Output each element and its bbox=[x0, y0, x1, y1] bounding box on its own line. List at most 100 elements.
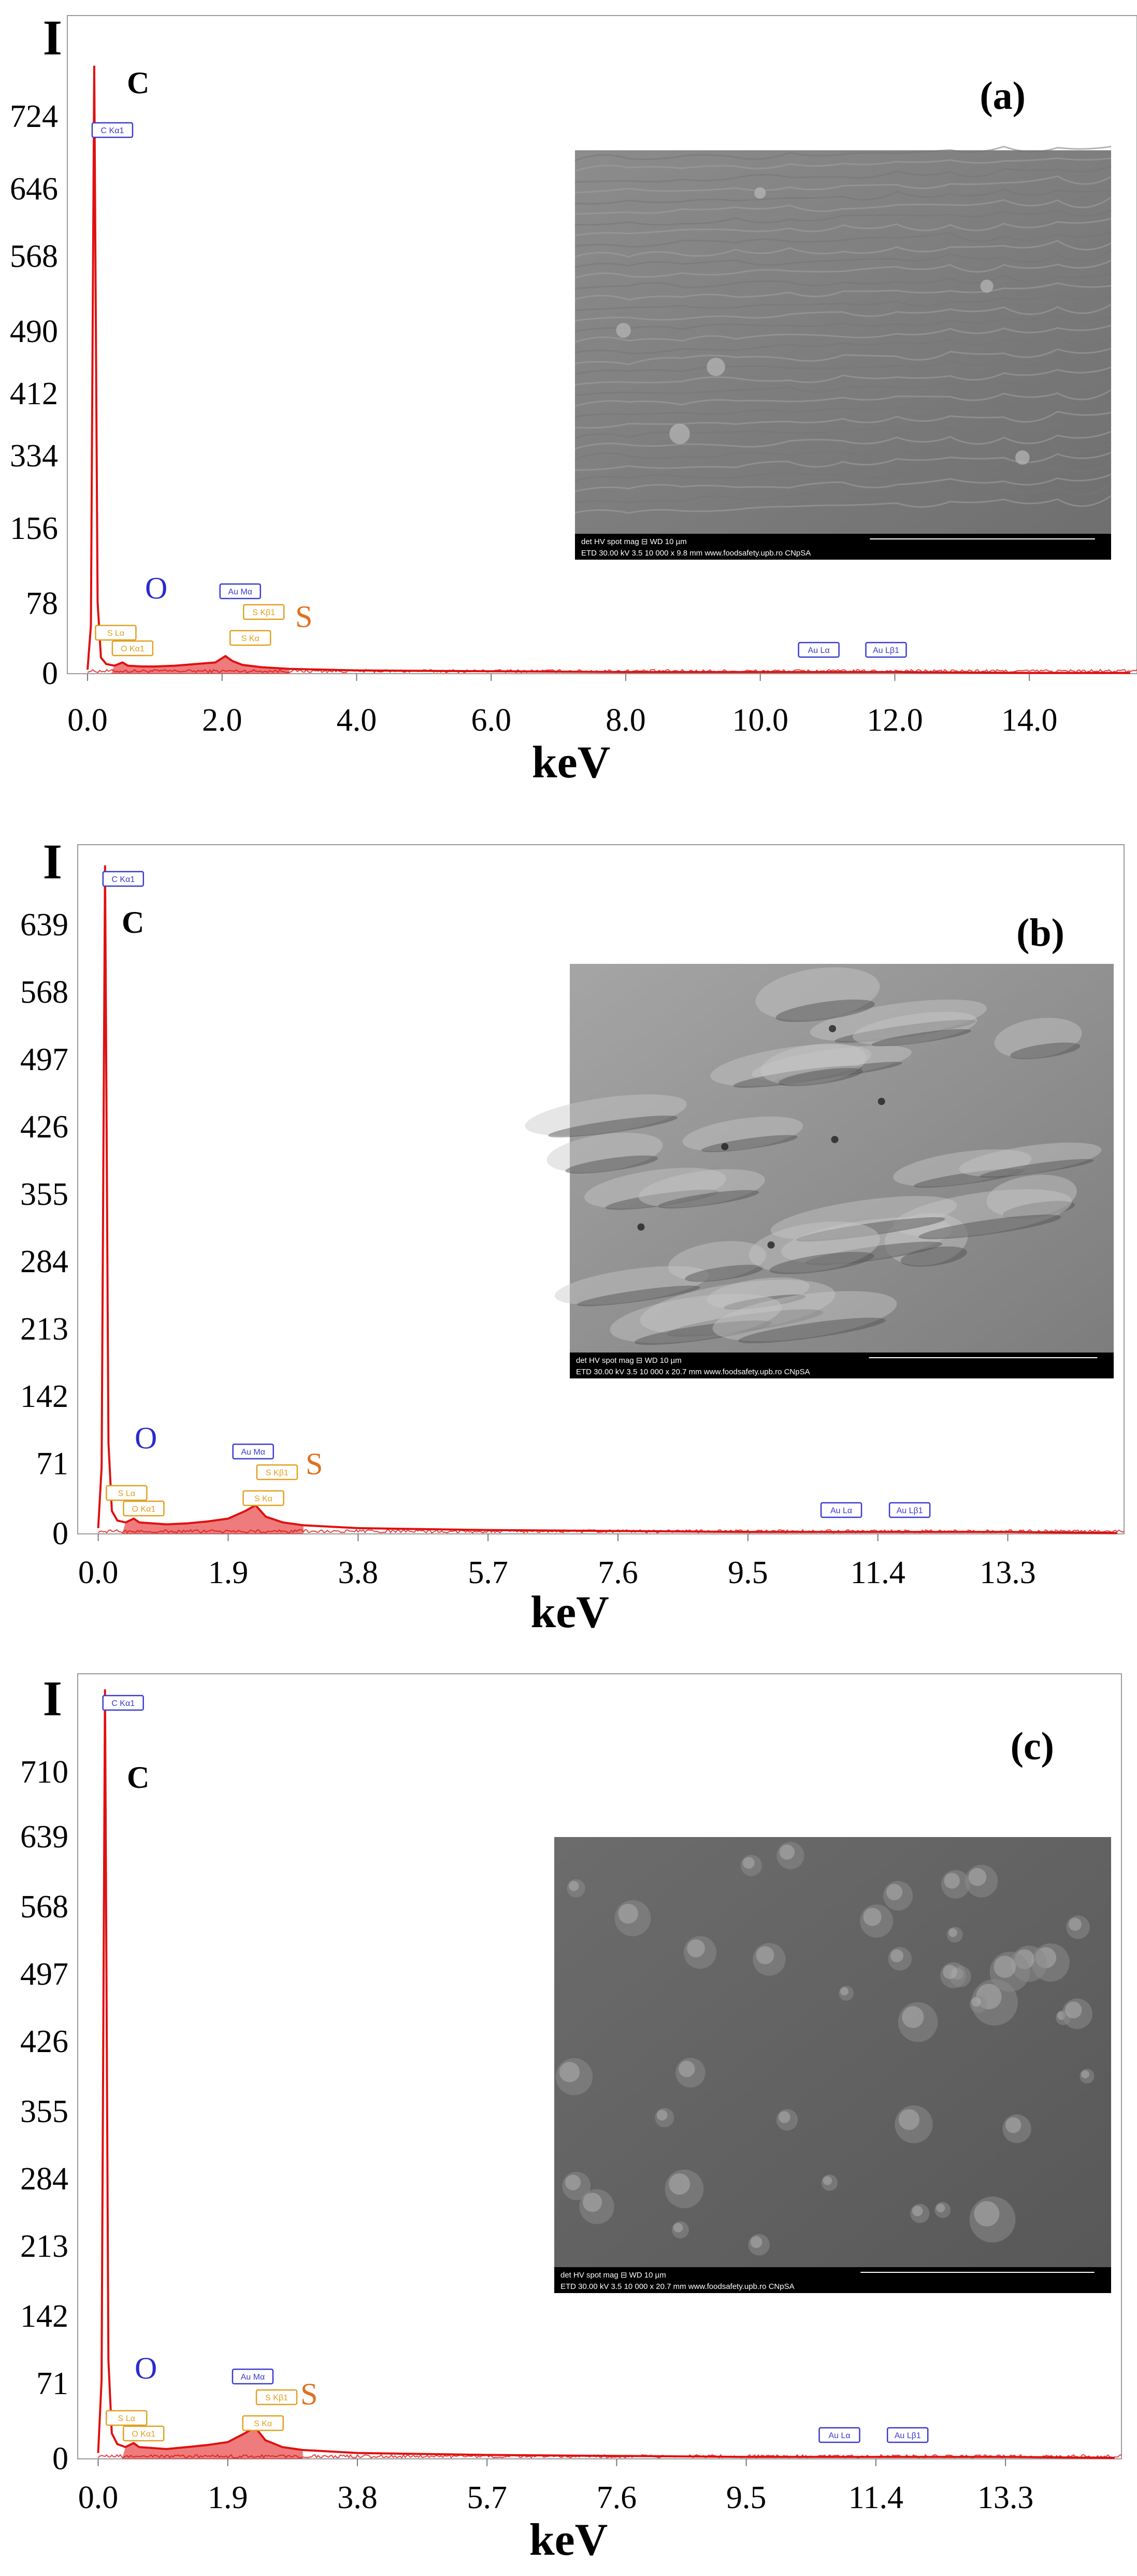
y-tick-label: 284 bbox=[20, 1244, 68, 1279]
element-label-c: C bbox=[127, 1760, 149, 1795]
sem-highlight bbox=[618, 1903, 638, 1924]
y-tick-label: 497 bbox=[20, 1042, 68, 1077]
x-tick-label: 5.7 bbox=[468, 1555, 508, 1590]
peak-tag-text: O Kα1 bbox=[132, 1505, 156, 1514]
sem-pore bbox=[637, 1223, 645, 1231]
plot-frame bbox=[67, 15, 1137, 674]
sem-shadow bbox=[634, 1320, 772, 1345]
sem-info-header: det HV spot mag ⊟ WD 10 µm bbox=[576, 1356, 682, 1365]
sem-pore bbox=[829, 1024, 837, 1032]
y-tick-label: 334 bbox=[10, 438, 58, 474]
eds-panel-b: 0 71 142 213 284 355 426 497 568 639 I 0.0 1.9 3.8 5.7… bbox=[0, 829, 1137, 1638]
peak-tag: S Kβ1 bbox=[255, 2389, 298, 2406]
peak-tag: S Kβ1 bbox=[242, 604, 285, 620]
sem-shadow bbox=[769, 1251, 874, 1274]
sem-feature bbox=[959, 1142, 1102, 1177]
sem-texture bbox=[574, 282, 1112, 301]
peak-tag: S Kβ1 bbox=[256, 1464, 298, 1481]
y-tick-label: 213 bbox=[20, 2229, 68, 2264]
sem-highlight bbox=[779, 1844, 795, 1860]
sem-feature bbox=[682, 1116, 803, 1151]
sem-texture bbox=[574, 381, 1112, 396]
sem-highlight bbox=[673, 2223, 683, 2233]
peak-tag-text: Au Lα bbox=[830, 1506, 852, 1515]
sem-feature bbox=[668, 1241, 767, 1281]
sem-info-detail: ETD 30.00 kV 3.5 10 000 x 9.8 mm www.foo… bbox=[581, 549, 811, 558]
peak-tag-text: Au Lα bbox=[828, 2431, 850, 2440]
element-label-s: S bbox=[300, 2377, 318, 2411]
spectrum-line bbox=[97, 1689, 1115, 2459]
x-tick-label: 3.8 bbox=[337, 2480, 378, 2515]
sem-pore bbox=[831, 1135, 839, 1143]
x-tick-label: 12.0 bbox=[867, 703, 923, 738]
peak-tag: Au Mα bbox=[232, 2368, 274, 2385]
peak-tag: S Kα bbox=[242, 1490, 284, 1506]
x-tick-label: 13.3 bbox=[977, 2480, 1034, 2515]
peak-tag-box bbox=[102, 1695, 144, 1711]
sem-shadow bbox=[724, 1294, 806, 1310]
peak-tag-text: S Lα bbox=[118, 2414, 135, 2423]
sem-highlight bbox=[750, 2236, 762, 2248]
x-tick-label: 6.0 bbox=[471, 703, 511, 738]
sem-feature bbox=[894, 1189, 1072, 1237]
sem-texture bbox=[574, 474, 1112, 492]
sem-texture bbox=[574, 231, 1112, 248]
sem-image bbox=[575, 150, 1111, 534]
sem-texture bbox=[574, 273, 1112, 290]
sem-feature bbox=[546, 1132, 663, 1173]
y-tick-label: 646 bbox=[10, 172, 58, 207]
y-axis-label: I bbox=[43, 1671, 62, 1726]
sem-texture bbox=[574, 324, 1112, 343]
sem-texture bbox=[574, 304, 1112, 322]
plot-frame bbox=[77, 844, 1125, 1534]
peak-tag-text: O Kα1 bbox=[132, 2430, 155, 2439]
sem-highlight bbox=[778, 2111, 790, 2123]
peak-tag-box bbox=[242, 1490, 284, 1506]
element-label-s: S bbox=[306, 1447, 323, 1481]
sem-shadow bbox=[738, 1317, 886, 1344]
y-tick-label: 710 bbox=[20, 1755, 68, 1790]
y-tick-label: 639 bbox=[20, 907, 68, 943]
sem-feature bbox=[749, 1221, 880, 1273]
sem-shadow bbox=[834, 1019, 976, 1043]
sem-shadow bbox=[548, 1115, 678, 1137]
sem-highlight bbox=[948, 1928, 957, 1937]
y-tick-label: 355 bbox=[20, 1177, 68, 1212]
peak-tag-box bbox=[106, 1485, 148, 1501]
x-tick-label: 7.6 bbox=[597, 2480, 637, 2515]
peak-tag: C Kα1 bbox=[102, 1695, 144, 1711]
peak-tag-box bbox=[798, 642, 840, 658]
sem-highlight bbox=[743, 1857, 755, 1869]
element-label-c: C bbox=[127, 66, 149, 100]
sem-highlight bbox=[936, 2203, 945, 2213]
sem-texture bbox=[574, 402, 1112, 418]
sem-texture bbox=[574, 431, 1112, 450]
peak-tag-text: O Kα1 bbox=[121, 645, 145, 653]
sem-shadow bbox=[565, 1155, 658, 1174]
y-tick-label: 568 bbox=[20, 975, 68, 1010]
sem-info-bar bbox=[554, 2267, 1111, 2293]
sem-texture bbox=[574, 410, 1112, 429]
x-tick-label: 14.0 bbox=[1001, 703, 1058, 738]
sem-highlight bbox=[863, 1908, 882, 1926]
y-tick-label: 142 bbox=[20, 2299, 68, 2334]
spectrum-area bbox=[122, 1505, 304, 1534]
peak-tag: O Kα1 bbox=[123, 1500, 165, 1517]
peak-tag: Au Mα bbox=[232, 1443, 274, 1460]
sem-feature bbox=[584, 1168, 726, 1208]
peak-tag-text: Au Lβ1 bbox=[895, 2431, 921, 2440]
sem-texture bbox=[574, 293, 1112, 311]
peak-tag-text: S Lα bbox=[107, 629, 124, 638]
sem-feature bbox=[669, 423, 690, 445]
eds-panel-a: 0 78 156 334 412 490 568 646 724 I 0.0 2.0 4.0 6.0 8.0… bbox=[0, 0, 1137, 808]
sem-feature bbox=[710, 1044, 871, 1086]
peak-tag: Au Lβ1 bbox=[888, 1502, 931, 1518]
peak-tag-text: Au Lβ1 bbox=[873, 646, 899, 655]
y-tick-label: 78 bbox=[26, 586, 58, 621]
sem-info-bar bbox=[575, 534, 1111, 560]
sem-texture bbox=[574, 146, 1112, 162]
sem-pore bbox=[767, 1241, 775, 1249]
y-tick-label: 724 bbox=[10, 99, 58, 134]
sem-shadow bbox=[658, 1190, 759, 1209]
peak-tag: C Kα1 bbox=[102, 871, 145, 887]
